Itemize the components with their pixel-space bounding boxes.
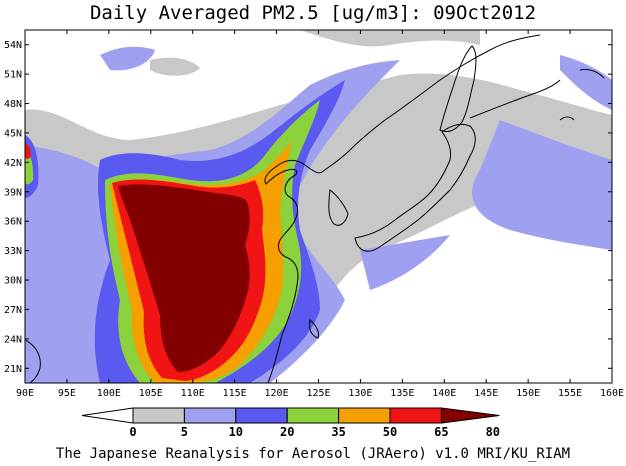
lat-tick-label: 24N xyxy=(4,334,22,345)
colorbar: 0 5 10 20 35 50 65 80 xyxy=(81,407,500,439)
level-darkred-regions xyxy=(118,184,250,372)
lon-tick-label: 150E xyxy=(516,388,540,399)
lon-tick-label: 115E xyxy=(223,388,247,399)
lon-tick-label: 145E xyxy=(474,388,498,399)
lat-tick-label: 51N xyxy=(4,70,22,81)
colorbar-level-label: 80 xyxy=(486,425,500,439)
lat-tick-label: 27N xyxy=(4,305,22,316)
colorbar-level-label: 5 xyxy=(181,425,188,439)
lat-tick-label: 36N xyxy=(4,217,22,228)
lat-tick-label: 42N xyxy=(4,158,22,169)
colorbar-segment xyxy=(235,407,288,424)
colorbar-segment xyxy=(183,407,237,424)
map-title: Daily Averaged PM2.5 [ug/m3]: 09Oct2012 xyxy=(89,2,537,24)
colorbar-level-label: 20 xyxy=(280,425,294,439)
colorbar-level-label: 50 xyxy=(383,425,397,439)
footer-credit: The Japanese Reanalysis for Aerosol (JRA… xyxy=(55,446,571,462)
lat-tick-label: 45N xyxy=(4,128,22,139)
lon-tick-label: 100E xyxy=(97,388,121,399)
colorbar-segment xyxy=(286,407,340,424)
colorbar-level-label: 65 xyxy=(434,425,448,439)
axis-ticks xyxy=(24,30,613,383)
lat-tick-label: 33N xyxy=(4,246,22,257)
lat-tick-label: 54N xyxy=(4,40,22,51)
lon-tick-label: 125E xyxy=(306,388,330,399)
lon-tick-label: 155E xyxy=(558,388,582,399)
lat-tick-label: 30N xyxy=(4,276,22,287)
lon-tick-label: 95E xyxy=(58,388,76,399)
latitude-labels: 54N 51N 48N 45N 42N 39N 36N 33N 30N 27N 24N 21N xyxy=(4,40,22,375)
lon-tick-label: 160E xyxy=(600,388,624,399)
colorbar-level-label: 10 xyxy=(229,425,243,439)
lon-tick-label: 140E xyxy=(432,388,456,399)
lon-tick-label: 90E xyxy=(16,388,34,399)
concentration-field xyxy=(25,30,612,383)
colorbar-segment xyxy=(338,407,391,424)
colorbar-right-arrow xyxy=(440,407,500,424)
lat-tick-label: 39N xyxy=(4,187,22,198)
lon-tick-label: 110E xyxy=(181,388,205,399)
longitude-labels: 90E 95E 100E 105E 110E 115E 120E 125E 130E 135E 14… xyxy=(16,388,624,399)
lat-tick-label: 21N xyxy=(4,364,22,375)
colorbar-segment xyxy=(389,407,442,424)
lat-tick-label: 48N xyxy=(4,99,22,110)
lon-tick-label: 135E xyxy=(390,388,414,399)
colorbar-segment xyxy=(132,407,185,424)
coastlines xyxy=(25,34,605,383)
colorbar-left-arrow xyxy=(81,407,134,424)
lon-tick-label: 120E xyxy=(265,388,289,399)
colorbar-level-label: 35 xyxy=(331,425,345,439)
colorbar-level-label: 0 xyxy=(129,425,136,439)
lon-tick-label: 130E xyxy=(348,388,372,399)
lon-tick-label: 105E xyxy=(139,388,163,399)
